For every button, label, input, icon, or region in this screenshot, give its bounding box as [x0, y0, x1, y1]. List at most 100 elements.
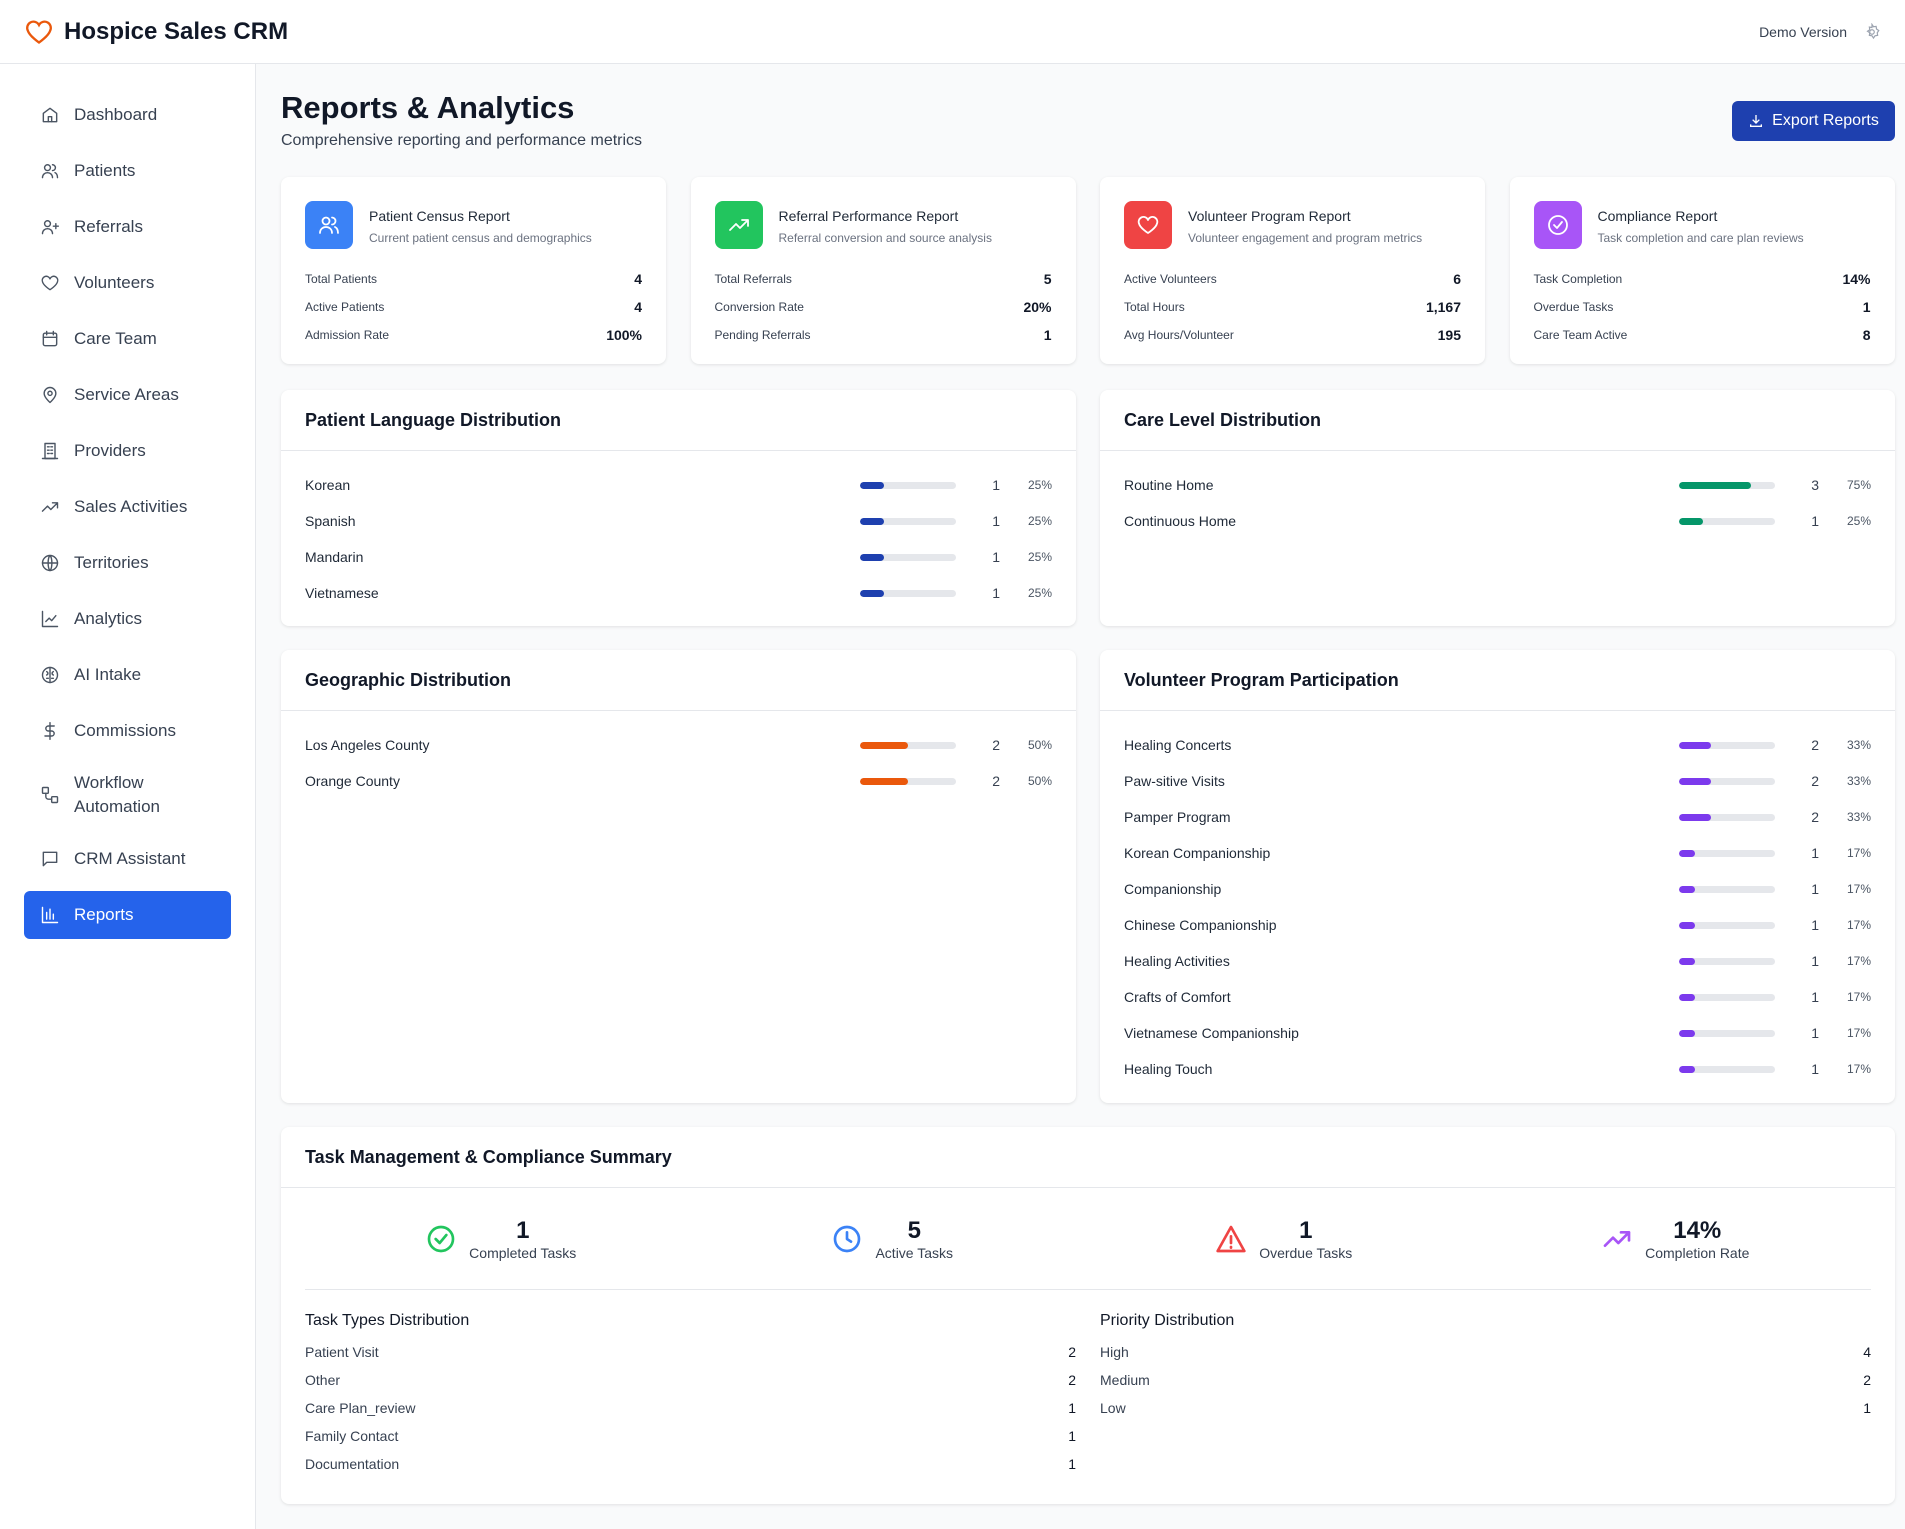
check-circle	[427, 1225, 455, 1252]
row-percent: 50%	[1027, 774, 1052, 788]
row-percent: 33%	[1846, 774, 1871, 788]
sidebar-item-territories[interactable]: Territories	[24, 539, 231, 587]
sidebar-item-label: Sales Activities	[74, 497, 188, 516]
item-count: 4	[1863, 1344, 1871, 1360]
metric-label: Active Volunteers	[1124, 272, 1217, 286]
check-circle	[1547, 215, 1568, 235]
distribution-row: Los Angeles County 2 50%	[305, 727, 1052, 763]
row-percent: 17%	[1846, 954, 1871, 968]
report-metric: Total Patients 4	[305, 265, 642, 293]
metric-value: 8	[1862, 327, 1871, 343]
progress-bar	[860, 481, 956, 489]
distribution-row: Chinese Companionship 1 17%	[1124, 907, 1871, 943]
row-percent: 25%	[1027, 514, 1052, 528]
row-label: Healing Activities	[1124, 953, 1230, 969]
report-card[interactable]: Volunteer Program Report Volunteer engage…	[1100, 177, 1485, 364]
sidebar-item-label: Service Areas	[74, 385, 179, 404]
trending-up-icon	[1603, 1230, 1631, 1247]
item-count: 1	[1068, 1400, 1076, 1416]
gear-icon[interactable]	[1863, 22, 1881, 41]
distribution-row: Orange County 2 50%	[305, 763, 1052, 799]
sidebar-item-crm-assistant[interactable]: CRM Assistant	[24, 835, 231, 883]
list-title: Task Types Distribution	[305, 1312, 470, 1329]
row-count: 1	[992, 477, 1000, 493]
app-title: Hospice Sales CRM	[64, 17, 289, 45]
card-title: Care Level Distribution	[1100, 390, 1895, 451]
metric-value: 5	[1043, 271, 1052, 287]
sidebar-item-sales-activities[interactable]: Sales Activities	[24, 483, 231, 531]
row-count: 1	[1811, 1025, 1819, 1041]
distribution-row: Routine Home 3 75%	[1124, 467, 1871, 503]
report-card[interactable]: Referral Performance Report Referral conv…	[690, 177, 1076, 364]
report-title: Volunteer Program Report	[1188, 208, 1351, 224]
row-label: Companionship	[1124, 881, 1222, 897]
report-metric: Avg Hours/Volunteer 195	[1124, 321, 1461, 349]
progress-bar	[1679, 957, 1775, 965]
row-percent: 17%	[1846, 918, 1871, 932]
stat-label: Overdue Tasks	[1259, 1244, 1353, 1261]
row-percent: 17%	[1846, 990, 1871, 1004]
report-metric: Total Referrals 5	[715, 265, 1052, 293]
sidebar-item-workflow-automation[interactable]: Workflow Automation	[24, 763, 231, 827]
heart-logo-icon	[26, 20, 52, 44]
distribution-row: Mandarin 1 25%	[305, 539, 1052, 575]
metric-value: 100%	[606, 327, 642, 343]
row-label: Orange County	[305, 773, 400, 789]
line-chart-icon	[41, 610, 59, 628]
alert-icon	[1216, 1225, 1246, 1252]
page-title: Reports & Analytics	[281, 90, 575, 125]
sidebar-item-ai-intake[interactable]: AI Intake	[24, 651, 231, 699]
report-card[interactable]: Compliance Report Task completion and car…	[1509, 177, 1895, 364]
progress-bar	[860, 553, 956, 561]
report-icon-box	[1533, 201, 1582, 249]
report-description: Volunteer engagement and program metrics	[1188, 231, 1423, 245]
sidebar-item-providers[interactable]: Providers	[24, 427, 231, 475]
report-icon-box	[1124, 201, 1172, 249]
task-stat: 5 Active Tasks	[697, 1217, 1089, 1261]
distribution-card: Volunteer Program Participation Healing C…	[1100, 650, 1895, 1103]
sidebar-item-commissions[interactable]: Commissions	[24, 707, 231, 755]
distribution-row: Crafts of Comfort 1 17%	[1124, 979, 1871, 1015]
row-percent: 50%	[1027, 738, 1052, 752]
globe-icon	[41, 554, 59, 572]
distribution-row: Continuous Home 1 25%	[1124, 503, 1871, 539]
metric-label: Conversion Rate	[714, 300, 804, 314]
row-count: 2	[1811, 737, 1819, 753]
sidebar-item-analytics[interactable]: Analytics	[24, 595, 231, 643]
report-description: Task completion and care plan reviews	[1597, 231, 1804, 245]
sidebar-item-label: Providers	[74, 441, 146, 460]
task-stat: 1 Overdue Tasks	[1088, 1217, 1480, 1261]
sidebar-item-volunteers[interactable]: Volunteers	[24, 259, 231, 307]
users-icon	[41, 164, 59, 179]
sidebar-item-referrals[interactable]: Referrals	[24, 203, 231, 251]
report-card[interactable]: Patient Census Report Current patient cen…	[281, 177, 666, 364]
metric-value: 1	[1043, 327, 1052, 343]
sidebar-item-dashboard[interactable]: Dashboard	[24, 91, 231, 139]
list-item: High 4	[1100, 1338, 1871, 1366]
sidebar-item-label: Care Team	[74, 329, 157, 348]
row-count: 2	[992, 773, 1000, 789]
stat-label: Completed Tasks	[469, 1244, 577, 1261]
row-count: 2	[1811, 809, 1819, 825]
brand[interactable]: Hospice Sales CRM	[24, 18, 288, 46]
export-reports-button[interactable]: Export Reports	[1732, 101, 1895, 141]
types-list: Task Types Distribution Patient Visit 2 Oth…	[305, 1312, 1076, 1478]
metric-label: Active Patients	[305, 300, 385, 314]
sidebar-item-patients[interactable]: Patients	[24, 147, 231, 195]
metric-label: Total Patients	[305, 272, 378, 286]
metric-value: 195	[1437, 327, 1461, 343]
distribution-row: Pamper Program 2 33%	[1124, 799, 1871, 835]
stat-label: Completion Rate	[1645, 1244, 1750, 1261]
distribution-card: Geographic Distribution Los Angeles Count…	[281, 650, 1076, 1103]
sidebar-item-label: Referrals	[74, 217, 143, 236]
row-count: 1	[1811, 953, 1819, 969]
page-subtitle: Comprehensive reporting and performance …	[281, 132, 643, 149]
row-count: 2	[992, 737, 1000, 753]
sidebar-item-care-team[interactable]: Care Team	[24, 315, 231, 363]
sidebar-item-service-areas[interactable]: Service Areas	[24, 371, 231, 419]
task-summary-card: Task Management & Compliance Summary 1 Com…	[281, 1127, 1895, 1504]
row-label: Continuous Home	[1124, 513, 1237, 529]
workflow-icon	[41, 786, 59, 804]
sidebar-item-reports[interactable]: Reports	[24, 891, 231, 939]
row-label: Spanish	[305, 513, 356, 529]
